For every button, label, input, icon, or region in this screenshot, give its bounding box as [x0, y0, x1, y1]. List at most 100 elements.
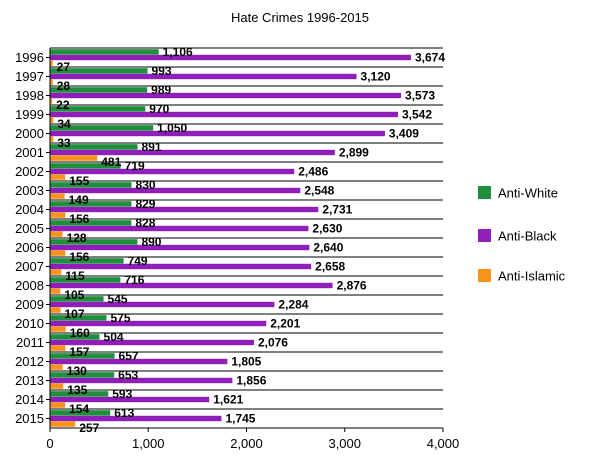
legend-swatch: [478, 186, 491, 199]
chart-title: Hate Crimes 1996-2015: [231, 10, 369, 25]
bar: [50, 182, 132, 188]
bar: [50, 79, 53, 85]
data-label: 3,573: [405, 89, 435, 103]
data-label: 2,640: [313, 241, 343, 255]
data-label: 1,050: [157, 121, 187, 135]
bar: [50, 87, 148, 93]
bar: [50, 320, 267, 327]
x-tick-label: 2,000: [230, 436, 263, 451]
y-tick-label: 2014: [15, 392, 44, 407]
data-label: 829: [135, 197, 155, 211]
data-label: 27: [57, 60, 71, 74]
bar: [50, 421, 76, 427]
bar: [50, 231, 63, 237]
data-label: 2,630: [312, 222, 342, 236]
data-label: 828: [135, 216, 155, 230]
data-label: 2,658: [315, 260, 345, 274]
bar: [50, 334, 100, 340]
data-label: 3,674: [415, 51, 445, 65]
data-label: 155: [69, 174, 89, 188]
y-tick-label: 2008: [15, 278, 44, 293]
data-label: 3,409: [389, 127, 419, 141]
y-tick-label: 1998: [15, 88, 44, 103]
data-label: 1,621: [213, 393, 243, 407]
bar: [50, 168, 295, 175]
y-tick-label: 2004: [15, 202, 44, 217]
bar: [50, 144, 138, 150]
data-label: 1,745: [225, 412, 255, 426]
bar: [50, 220, 132, 226]
bar: [50, 353, 115, 359]
bar: [50, 125, 154, 131]
bar: [50, 277, 121, 283]
bar: [50, 60, 53, 66]
legend-label: Anti-White: [498, 186, 558, 201]
y-tick-label: 1999: [15, 107, 44, 122]
data-label: 1,805: [231, 355, 261, 369]
data-label: 830: [136, 178, 156, 192]
data-label: 993: [152, 64, 172, 78]
bar: [50, 155, 98, 161]
bar: [50, 239, 138, 245]
bar: [50, 282, 333, 289]
bar: [50, 258, 124, 264]
bar: [50, 269, 62, 275]
data-label: 22: [56, 98, 70, 112]
bar: [50, 339, 254, 346]
data-label: 2,731: [322, 203, 352, 217]
bar: [50, 136, 54, 142]
data-label: 716: [124, 273, 144, 287]
bars: [50, 49, 411, 427]
y-tick-label: 2005: [15, 221, 44, 236]
x-axis-ticks: 0 1,000 2,000 3,000 4,000: [46, 428, 459, 451]
bar: [50, 372, 115, 378]
data-label: 545: [108, 292, 128, 306]
axes: [49, 48, 443, 429]
y-tick-label: 2010: [15, 316, 44, 331]
data-label: 33: [57, 136, 71, 150]
bar: [50, 415, 222, 422]
data-label: 970: [149, 102, 169, 116]
y-tick-label: 2013: [15, 373, 44, 388]
data-label: 115: [65, 269, 85, 283]
data-label: 2,876: [337, 279, 367, 293]
data-label: 107: [65, 307, 85, 321]
data-label: 2,486: [298, 165, 328, 179]
bar: [50, 288, 61, 294]
data-label: 653: [118, 368, 138, 382]
data-label: 613: [114, 406, 134, 420]
y-tick-label: 2007: [15, 259, 44, 274]
bar: [50, 201, 132, 207]
x-tick-label: 0: [46, 436, 53, 451]
legend-swatch: [478, 229, 491, 242]
data-label: 160: [70, 326, 90, 340]
bar: [50, 206, 319, 213]
bar: [50, 225, 309, 232]
data-label: 28: [57, 79, 71, 93]
bar: [50, 396, 210, 403]
bar: [50, 402, 66, 408]
bar: [50, 111, 399, 118]
data-label: 989: [151, 83, 171, 97]
y-tick-label: 2009: [15, 297, 44, 312]
data-label: 3,120: [361, 70, 391, 84]
bar: [50, 117, 54, 123]
bar: [50, 54, 411, 61]
data-label: 890: [141, 235, 161, 249]
y-tick-label: 2015: [15, 411, 44, 426]
legend-swatch: [478, 269, 491, 282]
data-label: 481: [101, 155, 121, 169]
bar: [50, 307, 61, 313]
data-label: 2,548: [304, 184, 334, 198]
bar: [50, 410, 111, 416]
data-label: 593: [112, 387, 132, 401]
bar: [50, 49, 159, 55]
bar: [50, 345, 66, 351]
bar: [50, 326, 66, 332]
y-tick-label: 2012: [15, 354, 44, 369]
y-tick-label: 1997: [15, 69, 44, 84]
bar: [50, 174, 66, 180]
data-label: 154: [69, 402, 89, 416]
bar: [50, 73, 357, 80]
bar: [50, 98, 53, 104]
